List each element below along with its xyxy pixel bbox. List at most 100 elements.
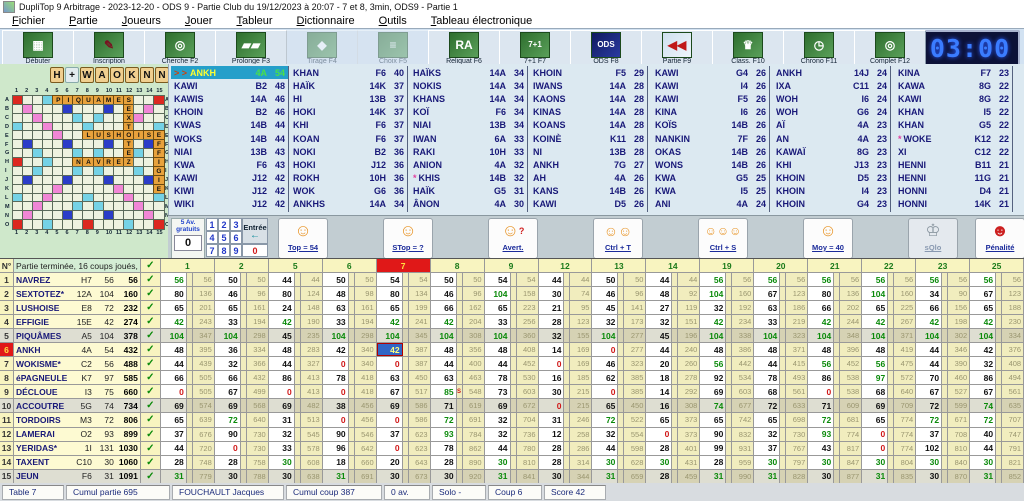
player-score-cell[interactable]: 92 xyxy=(700,371,727,385)
word-list-row[interactable]: KOINÈ K11 28 xyxy=(530,132,647,145)
board-cell[interactable] xyxy=(42,174,55,186)
player-score-cell[interactable]: 30 xyxy=(484,455,511,469)
player-score-cell[interactable]: 73 xyxy=(484,385,511,399)
player-score-cell[interactable]: 31 xyxy=(160,469,187,483)
player-score-cell[interactable]: 104 xyxy=(430,329,457,343)
player-score-cell[interactable]: 31 xyxy=(538,413,565,427)
board-cell[interactable] xyxy=(42,210,55,222)
board-cell[interactable] xyxy=(32,148,45,160)
player-score-cell[interactable]: 44 xyxy=(160,441,187,455)
board-cell[interactable] xyxy=(42,219,55,230)
player-score-cell[interactable]: 65 xyxy=(754,413,781,427)
word-list-row[interactable]: NOKI B2 36 xyxy=(290,145,407,158)
menu-item-partie[interactable]: Partie xyxy=(69,14,98,27)
player-score-cell[interactable]: 44 xyxy=(160,357,187,371)
player-score-cell[interactable]: 93 xyxy=(808,427,835,441)
player-score-cell[interactable]: 104 xyxy=(214,329,241,343)
board-cell[interactable] xyxy=(22,174,35,186)
board-cell[interactable] xyxy=(22,130,35,142)
board-cell[interactable] xyxy=(22,201,35,213)
board-cell[interactable] xyxy=(42,192,55,204)
player-score-cell[interactable]: 32 xyxy=(214,357,241,371)
board-cell[interactable] xyxy=(132,148,145,160)
player-column-header-23[interactable]: 23 xyxy=(916,259,971,272)
player-score-cell[interactable]: 78 xyxy=(484,371,511,385)
word-list-row[interactable]: KWA G5 25 xyxy=(652,172,769,185)
word-list-row[interactable]: HOKI J12 36 xyxy=(290,158,407,171)
player-score-cell[interactable]: 32 xyxy=(592,427,619,441)
board-tile[interactable]: E xyxy=(112,157,125,168)
player-score-cell[interactable]: 72 xyxy=(916,413,943,427)
player-score-cell[interactable]: 34 xyxy=(916,287,943,301)
board-cell[interactable] xyxy=(112,112,125,124)
board-cell[interactable] xyxy=(52,174,65,186)
board-cell[interactable] xyxy=(32,139,45,151)
board-cell[interactable] xyxy=(142,174,155,186)
player-score-cell[interactable]: 32 xyxy=(484,427,511,441)
action-button-top-54[interactable]: ☺ Top = 54 xyxy=(278,218,328,259)
board-cell[interactable] xyxy=(82,201,95,213)
player-score-cell[interactable]: 37 xyxy=(376,427,403,441)
player-score-cell[interactable]: 50 xyxy=(430,273,457,287)
keypad-key-8[interactable]: 8 xyxy=(218,244,230,257)
board-cell[interactable] xyxy=(22,165,35,177)
board-cell[interactable] xyxy=(92,148,105,160)
board-tile[interactable]: L xyxy=(82,130,95,142)
word-list-row[interactable]: KWA I5 25 xyxy=(652,185,769,198)
board-cell[interactable] xyxy=(52,139,65,151)
player-score-cell[interactable]: 44 xyxy=(646,273,673,287)
player-score-cell[interactable]: 80 xyxy=(268,287,295,301)
word-list-row[interactable]: IWANS 14A 28 xyxy=(530,79,647,92)
word-list-row[interactable]: HI 13B 37 xyxy=(290,92,407,105)
player-score-cell[interactable]: 0 xyxy=(214,441,241,455)
board-cell[interactable] xyxy=(132,157,145,168)
board-cell[interactable] xyxy=(72,103,85,115)
player-score-cell[interactable]: 42 xyxy=(916,315,943,329)
word-list-row[interactable]: NI 13B 28 xyxy=(530,145,647,158)
action-button-stop-[interactable]: ☺ STop = ? xyxy=(383,218,433,259)
board-tile[interactable]: A xyxy=(92,95,105,106)
player-score-cell[interactable]: 56 xyxy=(808,357,835,371)
player-score-cell[interactable]: 104 xyxy=(862,287,889,301)
board-tile[interactable]: F xyxy=(152,148,165,160)
player-score-cell[interactable]: 44 xyxy=(538,273,565,287)
board-cell[interactable] xyxy=(132,103,145,115)
menu-item-joueurs[interactable]: Joueurs xyxy=(121,14,161,27)
board-cell[interactable] xyxy=(142,210,155,222)
player-score-cell[interactable]: 90 xyxy=(214,427,241,441)
toolbar-button-7-1-f7[interactable]: 7+1 7+1 F7 xyxy=(499,30,571,66)
board-cell[interactable] xyxy=(112,103,125,115)
player-score-cell[interactable]: 90 xyxy=(700,427,727,441)
score-grid[interactable]: N°Partie terminée, 16 coups joués, 1114 … xyxy=(0,258,1024,484)
word-list-row[interactable]: KANS 14B 26 xyxy=(530,185,647,198)
player-score-cell[interactable]: 33 xyxy=(214,315,241,329)
board-cell[interactable] xyxy=(11,201,25,213)
word-list-row[interactable]: AN 4A 23 xyxy=(773,132,890,145)
player-score-cell[interactable]: 104 xyxy=(970,329,997,343)
word-list-row[interactable]: ÂNON 4A 30 xyxy=(410,198,527,211)
keypad-key-9[interactable]: 9 xyxy=(230,244,242,257)
selected-player-score-cell[interactable]: 42 xyxy=(376,343,403,357)
word-list-row[interactable]: KHAN F6 40 xyxy=(290,66,407,79)
board-cell[interactable] xyxy=(11,157,25,168)
player-score-cell[interactable]: 0 xyxy=(538,357,565,371)
word-list-row[interactable]: HAÏKS 14A 34 xyxy=(410,66,527,79)
player-score-cell[interactable]: 44 xyxy=(268,273,295,287)
board-cell[interactable] xyxy=(72,139,85,151)
board-cell[interactable] xyxy=(22,112,35,124)
player-column-header-22[interactable]: 22 xyxy=(862,259,917,272)
board-tile[interactable]: G xyxy=(152,165,165,177)
toolbar-button-class-f10[interactable]: ♛ Class. F10 xyxy=(712,30,784,66)
player-column-header-7[interactable]: 7 xyxy=(376,259,431,272)
word-list-row[interactable]: OKAS 14B 26 xyxy=(652,145,769,158)
player-score-cell[interactable]: 28 xyxy=(538,455,565,469)
player-score-cell[interactable]: 78 xyxy=(322,371,349,385)
board-cell[interactable] xyxy=(72,201,85,213)
board-cell[interactable] xyxy=(62,148,75,160)
board-cell[interactable] xyxy=(132,165,145,177)
board-cell[interactable] xyxy=(152,103,165,115)
word-list-row[interactable]: RAKI 10H 33 xyxy=(410,145,527,158)
player-score-cell[interactable]: 28 xyxy=(700,455,727,469)
player-score-cell[interactable]: 68 xyxy=(754,385,781,399)
word-list-row[interactable]: KAWI D5 26 xyxy=(530,198,647,211)
